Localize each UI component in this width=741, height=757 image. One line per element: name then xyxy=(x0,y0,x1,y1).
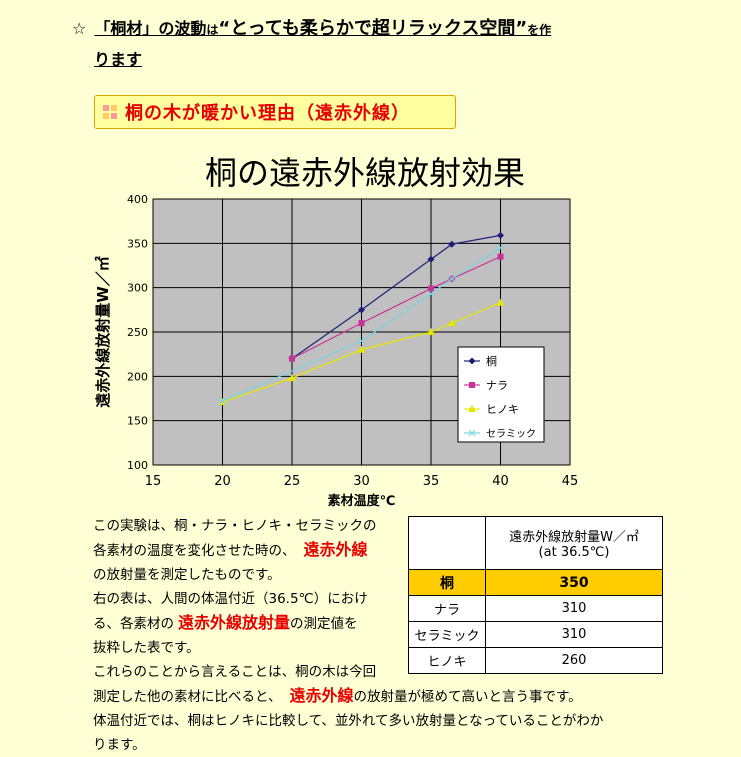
heading-part5: ります xyxy=(94,50,143,69)
red-keyword: 遠赤外線放射量 xyxy=(178,613,291,632)
para-line: 抜粋した表です。 xyxy=(93,640,200,656)
data-point xyxy=(497,231,504,239)
table-header-sub: (at 36.5℃) xyxy=(538,545,610,560)
para-text: の放射量が極めて高いと言う事です。 xyxy=(353,689,582,705)
y-tick-label: 350 xyxy=(127,237,148,250)
legend-label: セラミック xyxy=(486,428,536,440)
data-point xyxy=(469,382,475,388)
data-point xyxy=(288,374,296,382)
data-point xyxy=(496,298,505,306)
series-line xyxy=(222,302,501,403)
table-cell-name: ヒノキ xyxy=(408,647,486,674)
y-tick-label: 300 xyxy=(127,282,148,295)
data-point xyxy=(468,405,476,412)
star-icon: ☆ xyxy=(72,19,87,38)
data-point xyxy=(427,290,435,298)
x-tick-label: 30 xyxy=(353,474,370,489)
page-heading: ☆ 「桐材」の波動は“とっても柔らかで超リラックス空間”を作 ります xyxy=(72,14,712,75)
para-text: 各素材の温度を変化させた時の、 xyxy=(93,543,296,559)
table-row: ナラ 310 xyxy=(408,595,663,622)
table-header-cell: 遠赤外線放射量W／㎡ (at 36.5℃) xyxy=(485,516,663,570)
heading-part1: 「桐材」の波動 xyxy=(94,19,207,38)
x-tick-label: 45 xyxy=(562,474,579,489)
section-title-text: 桐の木が暖かい理由（遠赤外線） xyxy=(125,103,410,124)
table-cell-name: 桐 xyxy=(408,569,486,596)
table-header-label: 遠赤外線放射量W／㎡ xyxy=(509,530,639,545)
data-point xyxy=(468,357,476,365)
para-line: る、各素材の 遠赤外線放射量の測定値を xyxy=(93,611,603,636)
red-keyword: 遠赤外線 xyxy=(289,686,354,705)
grid-square-icon xyxy=(103,105,117,119)
data-point xyxy=(289,355,295,362)
x-axis-label: 素材温度℃ xyxy=(328,493,396,509)
data-point xyxy=(468,429,476,437)
para-line: この実験は、桐・ナラ・ヒノキ・セラミックの xyxy=(93,518,377,534)
table-cell-value: 310 xyxy=(485,621,663,648)
data-point xyxy=(358,320,365,327)
section-title: 桐の木が暖かい理由（遠赤外線） xyxy=(94,95,456,129)
chart-title: 桐の遠赤外線放射効果 xyxy=(204,154,525,192)
table-cell-value: 350 xyxy=(485,569,663,596)
data-point xyxy=(497,244,504,252)
heading-part3: “とっても柔らかで超リラックス空間” xyxy=(218,18,528,39)
para-text: 測定した他の素材に比べると、 xyxy=(93,689,282,705)
line-chart: 15 20 25 30 35 40 45 100 150 200 250 300 350 400 素材温度℃… xyxy=(94,193,579,509)
x-tick-label: 15 xyxy=(145,474,162,489)
table-cell-value: 310 xyxy=(485,595,663,622)
table-row: 桐 350 xyxy=(408,569,663,596)
data-point xyxy=(357,345,366,353)
data-point xyxy=(219,397,226,405)
table-header-row: 遠赤外線放射量W／㎡ (at 36.5℃) xyxy=(408,516,663,570)
x-tick-label: 35 xyxy=(423,474,440,489)
y-tick-label: 200 xyxy=(127,370,148,383)
y-tick-label: 400 xyxy=(127,193,148,206)
red-keyword: 遠赤外線 xyxy=(303,540,368,559)
data-point xyxy=(448,240,456,248)
data-point xyxy=(358,306,365,314)
heading-part4: を作 xyxy=(527,23,552,37)
para-line: 体温付近では、桐はヒノキに比較して、並外れて多い放射量となっていることがわか xyxy=(93,713,604,729)
table-cell-name: セラミック xyxy=(408,621,486,648)
data-point xyxy=(427,255,435,263)
para-text: る、各素材の xyxy=(93,616,174,632)
y-tick-label: 100 xyxy=(127,459,148,472)
para-line: 各素材の温度を変化させた時の、 遠赤外線 xyxy=(93,538,603,563)
emission-table: 遠赤外線放射量W／㎡ (at 36.5℃) 桐 350 ナラ 310 セラミック… xyxy=(408,516,663,674)
data-point xyxy=(448,275,456,283)
x-tick-label: 40 xyxy=(492,474,509,489)
para-line: 測定した他の素材に比べると、 遠赤外線の放射量が極めて高いと言う事です。 xyxy=(93,684,603,709)
para-line: の放射量を測定したものです。 xyxy=(93,567,281,583)
data-point xyxy=(428,285,434,292)
legend-label: ナラ xyxy=(486,379,508,392)
data-point xyxy=(447,319,456,327)
legend-label: 桐 xyxy=(486,354,497,368)
table-row: ヒノキ 260 xyxy=(408,647,663,674)
x-tick-label: 20 xyxy=(214,474,231,489)
data-point xyxy=(427,328,435,335)
table-row: セラミック 310 xyxy=(408,621,663,648)
x-tick-label: 25 xyxy=(284,474,301,489)
para-line: 右の表は、人間の体温付近（36.5℃）におけ xyxy=(93,591,368,607)
y-axis-label: 遠赤外線放射量W／㎡ xyxy=(94,256,112,408)
data-point xyxy=(358,337,365,345)
y-tick-label: 150 xyxy=(127,415,148,428)
y-tick-label: 250 xyxy=(127,326,148,339)
para-line: これらのことから言えることは、桐の木は今回 xyxy=(93,664,377,680)
description-text: この実験は、桐・ナラ・ヒノキ・セラミックの 各素材の温度を変化させた時の、 遠赤外… xyxy=(93,514,603,757)
para-text: の測定値を xyxy=(290,616,358,632)
para-line: ります。 xyxy=(93,737,146,753)
table-corner-cell xyxy=(408,516,486,570)
table-cell-value: 260 xyxy=(485,647,663,674)
legend-label: ヒノキ xyxy=(486,403,519,416)
heading-part2: は xyxy=(206,23,219,37)
table-cell-name: ナラ xyxy=(408,595,486,622)
data-point xyxy=(497,253,504,260)
